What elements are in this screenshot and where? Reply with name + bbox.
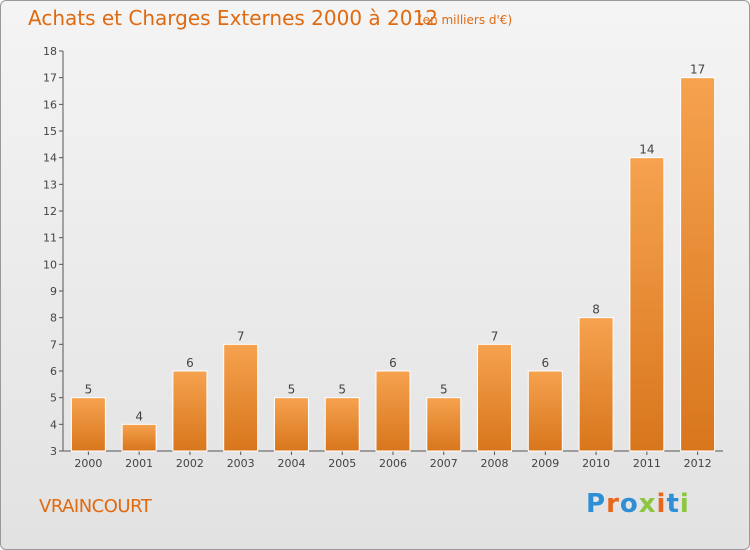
y-tick-label: 16 <box>43 98 57 111</box>
x-tick-label: 2000 <box>74 457 102 470</box>
logo-letter: t <box>666 489 680 519</box>
x-tick-label: 2008 <box>481 457 509 470</box>
y-tick-label: 3 <box>50 445 57 458</box>
x-tick-label: 2004 <box>277 457 305 470</box>
bar-2011 <box>629 157 665 452</box>
y-tick-label: 15 <box>43 125 57 138</box>
data-label-2002: 6 <box>186 356 194 370</box>
x-tick-label: 2009 <box>531 457 559 470</box>
data-label-2008: 7 <box>491 329 499 343</box>
x-tick-label: 2001 <box>125 457 153 470</box>
x-tick-label: 2010 <box>582 457 610 470</box>
x-tick-label: 2011 <box>633 457 661 470</box>
y-tick-label: 11 <box>43 232 57 245</box>
data-label-2010: 8 <box>592 303 600 317</box>
data-label-2006: 6 <box>389 356 397 370</box>
bar-2001 <box>121 423 157 452</box>
bar-2007 <box>426 397 462 452</box>
bar-2003 <box>223 343 259 452</box>
x-tick-label: 2002 <box>176 457 204 470</box>
data-label-2003: 7 <box>237 329 245 343</box>
logo-letter: o <box>619 489 639 519</box>
bar-2005 <box>324 397 360 452</box>
x-tick-label: 2005 <box>328 457 356 470</box>
y-tick-label: 8 <box>50 312 57 325</box>
data-label-2005: 5 <box>338 383 346 397</box>
x-tick-label: 2006 <box>379 457 407 470</box>
y-tick-label: 6 <box>50 365 57 378</box>
y-tick-label: 13 <box>43 178 57 191</box>
logo-letter: r <box>606 489 620 519</box>
bar-2004 <box>273 397 309 452</box>
data-label-2011: 14 <box>639 143 654 157</box>
y-tick-label: 4 <box>50 418 57 431</box>
chart-title: Achats et Charges Externes 2000 à 2012 <box>28 6 438 30</box>
x-tick-label: 2003 <box>227 457 255 470</box>
x-axis: 2000 2001 2002 2003 2004 2005 2006 2007 2008 2009… <box>63 450 723 470</box>
chart-subtitle: (en milliers d'€) <box>418 13 513 27</box>
bar-2010 <box>578 317 614 452</box>
bar-2000 <box>70 397 106 452</box>
bar-2002 <box>172 370 208 452</box>
data-label-2012: 17 <box>690 63 705 77</box>
y-tick-label: 14 <box>43 152 57 165</box>
data-label-2004: 5 <box>288 383 296 397</box>
y-tick-label: 10 <box>43 258 57 271</box>
data-label-2000: 5 <box>85 383 93 397</box>
y-tick-label: 9 <box>50 285 57 298</box>
y-tick-label: 18 <box>43 45 57 58</box>
logo-letter: i <box>656 489 667 519</box>
proxiti-logo: Proxiti <box>586 489 690 519</box>
y-tick-label: 7 <box>50 338 57 351</box>
x-tick-label: 2007 <box>430 457 458 470</box>
y-axis: 3 4 5 6 7 8 9 10 11 12 13 14 15 16 17 18 <box>43 45 64 458</box>
y-tick-label: 17 <box>43 72 57 85</box>
bar-2012 <box>680 77 716 452</box>
y-tick-label: 12 <box>43 205 57 218</box>
x-tick-label: 2012 <box>684 457 712 470</box>
data-label-2009: 6 <box>541 356 549 370</box>
bar-2009 <box>527 370 563 452</box>
y-tick-label: 5 <box>50 392 57 405</box>
data-labels: 5 4 6 7 5 5 6 5 7 6 8 14 17 <box>85 63 706 424</box>
logo-letter: x <box>638 489 657 519</box>
town-name: VRAINCOURT <box>39 496 152 517</box>
logo-letter: i <box>679 489 690 519</box>
bars <box>70 77 716 452</box>
logo-letter: P <box>586 489 607 519</box>
data-label-2007: 5 <box>440 383 448 397</box>
bar-2008 <box>477 343 513 452</box>
data-label-2001: 4 <box>135 409 143 423</box>
bar-2006 <box>375 370 411 452</box>
